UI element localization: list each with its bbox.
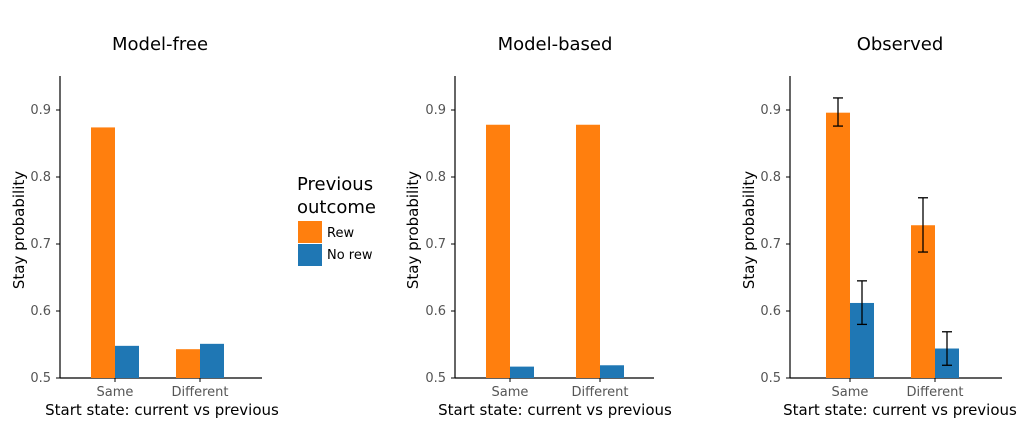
y-tick-label: 0.6	[425, 304, 446, 319]
bar-no-rew-different	[600, 365, 624, 378]
y-tick-label: 0.7	[30, 237, 51, 252]
legend-swatch-no-rew	[298, 244, 322, 266]
x-tick-label: Same	[832, 385, 869, 400]
y-axis-label: Stay probability	[404, 171, 422, 289]
chart-title: Model-based	[498, 34, 613, 55]
legend-label-no-rew: No rew	[327, 248, 373, 263]
x-axis-label: Start state: current vs previous	[438, 401, 672, 419]
legend-swatch-rew	[298, 221, 322, 243]
y-tick-label: 0.8	[760, 170, 781, 185]
bar-rew-same	[91, 127, 115, 378]
x-tick-label: Different	[907, 385, 964, 400]
bar-no-rew-same	[115, 345, 139, 378]
x-tick-label: Different	[172, 385, 229, 400]
bar-no-rew-same	[510, 366, 534, 378]
y-tick-label: 0.6	[30, 304, 51, 319]
y-tick-label: 0.9	[425, 103, 446, 118]
x-tick-label: Different	[572, 385, 629, 400]
y-tick-label: 0.7	[760, 237, 781, 252]
y-tick-label: 0.5	[30, 371, 51, 386]
legend: Previous outcome Rew No rew	[297, 174, 376, 266]
chart-title: Observed	[857, 34, 944, 55]
bar-rew-same	[826, 112, 850, 379]
y-tick-label: 0.5	[760, 371, 781, 386]
bar-rew-different	[576, 124, 600, 379]
y-tick-label: 0.9	[760, 103, 781, 118]
bar-no-rew-different	[200, 343, 224, 378]
bar-rew-different	[176, 349, 200, 378]
y-axis-label: Stay probability	[10, 171, 28, 289]
legend-title-line2: outcome	[297, 197, 376, 218]
legend-title-line1: Previous	[297, 174, 373, 195]
y-tick-label: 0.9	[30, 103, 51, 118]
y-tick-label: 0.8	[30, 170, 51, 185]
x-axis-label: Start state: current vs previous	[783, 401, 1017, 419]
x-axis-label: Start state: current vs previous	[45, 401, 279, 419]
y-tick-label: 0.7	[425, 237, 446, 252]
y-tick-label: 0.6	[760, 304, 781, 319]
chart-title: Model-free	[112, 34, 208, 55]
chart-panel-3: Observed 0.5 0.6 0.7 0.8 0.9 Same DifferentStar…	[740, 34, 1017, 419]
legend-label-rew: Rew	[327, 226, 354, 241]
x-tick-label: Same	[492, 385, 529, 400]
bar-rew-same	[486, 124, 510, 379]
y-axis-label: Stay probability	[740, 171, 758, 289]
x-tick-label: Same	[97, 385, 134, 400]
y-tick-label: 0.5	[425, 371, 446, 386]
y-tick-label: 0.8	[425, 170, 446, 185]
